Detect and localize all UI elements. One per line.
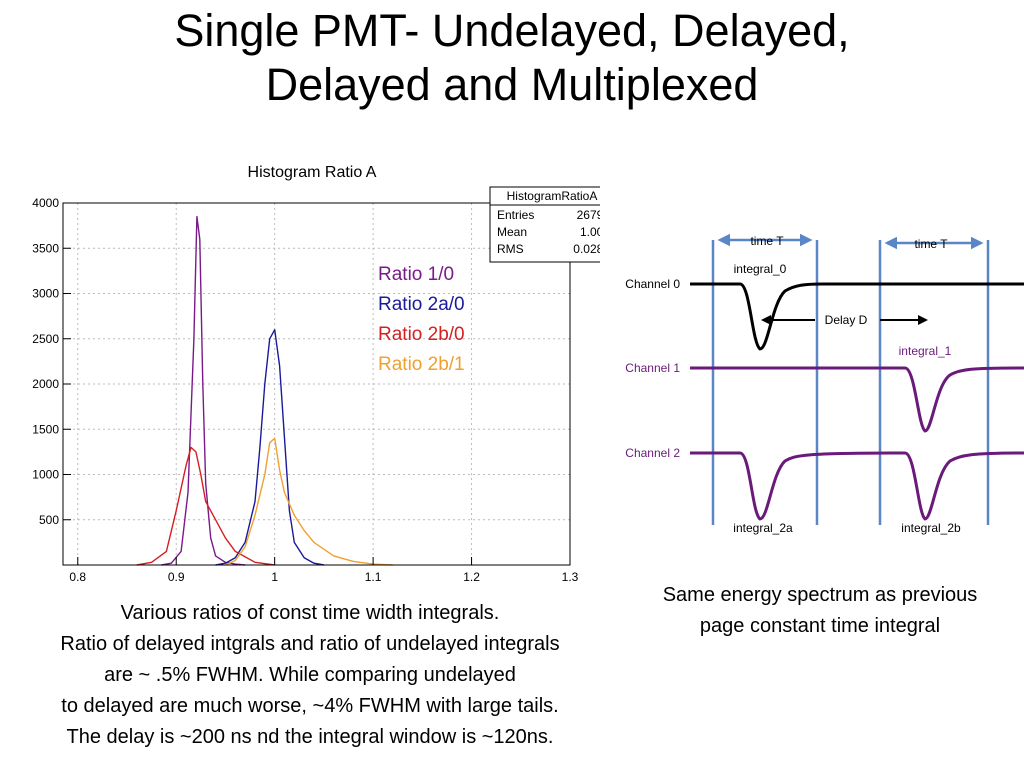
x-tick-label: 0.8 [69, 570, 86, 584]
channel-1-trace [690, 366, 1024, 433]
stats-rms-label: RMS [497, 242, 524, 256]
caption-left: Various ratios of const time width integ… [0, 598, 620, 753]
legend-ratio-2b-0: Ratio 2b/0 [378, 324, 465, 345]
series-line-1 [161, 215, 246, 566]
time-label-1: time T [750, 234, 784, 248]
legend-ratio-2b-1: Ratio 2b/1 [378, 354, 465, 375]
series-line-3 [136, 446, 275, 566]
x-tick-label: 1.1 [365, 570, 382, 584]
channel-0-label: Channel 0 [625, 277, 680, 291]
stats-entries-value: 26792 [577, 208, 600, 222]
stats-rms-value: 0.0288 [573, 242, 600, 256]
series-line-4 [225, 437, 393, 566]
title-line-2: Delayed and Multiplexed [265, 59, 759, 110]
legend-ratio-1-0: Ratio 1/0 [378, 264, 454, 285]
multiplex-timing-diagram: time T time T Channel 0 Channel 1 Channe… [625, 233, 1024, 535]
delay-label: Delay D [825, 313, 868, 327]
series-line-2 [215, 328, 325, 566]
integral-0-label: integral_0 [734, 262, 787, 276]
slide-title: Single PMT- Undelayed, Delayed, Delayed … [0, 4, 1024, 112]
channel-1-label: Channel 1 [625, 361, 680, 375]
legend: Ratio 1/0 Ratio 2a/0 Ratio 2b/0 Ratio 2b… [378, 264, 465, 375]
y-tick-label: 3000 [32, 287, 59, 301]
channel-2-trace [690, 451, 1024, 521]
caption-left-line-1: Various ratios of const time width integ… [120, 602, 500, 624]
x-tick-label: 1 [271, 570, 278, 584]
axis-ticks: 0.8 0.9 1 1.1 1.2 1.3 500 1000 1500 2000 2500 3000 3… [32, 196, 578, 584]
y-tick-label: 4000 [32, 196, 59, 210]
integral-2b-label: integral_2b [901, 521, 961, 535]
title-line-1: Single PMT- Undelayed, Delayed, [174, 5, 850, 56]
caption-left-line-2: Ratio of delayed intgrals and ratio of u… [60, 633, 560, 655]
series-layer [136, 215, 393, 566]
caption-left-line-3: are ~ .5% FWHM. While comparing undelaye… [104, 664, 516, 686]
y-tick-label: 2500 [32, 332, 59, 346]
caption-left-line-4: to delayed are much worse, ~4% FWHM with… [61, 695, 559, 717]
channel-2-label: Channel 2 [625, 446, 680, 460]
stats-entries-label: Entries [497, 208, 534, 222]
y-tick-label: 1500 [32, 422, 59, 436]
x-tick-label: 0.9 [168, 570, 185, 584]
x-tick-label: 1.3 [562, 570, 579, 584]
caption-right-line-2: page constant time integral [699, 615, 941, 637]
integral-1-label: integral_1 [899, 344, 952, 358]
stats-mean-value: 1.005 [580, 225, 600, 239]
y-tick-label: 500 [39, 513, 59, 527]
time-label-2: time T [914, 237, 948, 251]
integral-2a-label: integral_2a [733, 521, 793, 535]
stats-mean-label: Mean [497, 225, 527, 239]
legend-ratio-2a-0: Ratio 2a/0 [378, 294, 465, 315]
y-tick-label: 1000 [32, 468, 59, 482]
stats-box-name: HistogramRatioA [507, 189, 598, 203]
channel-0-trace [690, 282, 1024, 351]
y-tick-label: 2000 [32, 377, 59, 391]
caption-right: Same energy spectrum as previous page co… [610, 580, 1024, 642]
chart-title: Histogram Ratio A [248, 164, 377, 181]
caption-left-line-5: The delay is ~200 ns nd the integral win… [66, 726, 554, 748]
y-tick-label: 3500 [32, 241, 59, 255]
x-tick-label: 1.2 [463, 570, 480, 584]
stats-box: HistogramRatioA Entries 26792 Mean 1.005… [489, 186, 600, 263]
caption-right-line-1: Same energy spectrum as previous [662, 584, 978, 606]
histogram-chart: Histogram Ratio A 0.8 0.9 1 1.1 1.2 1.3 500 100… [32, 164, 600, 584]
